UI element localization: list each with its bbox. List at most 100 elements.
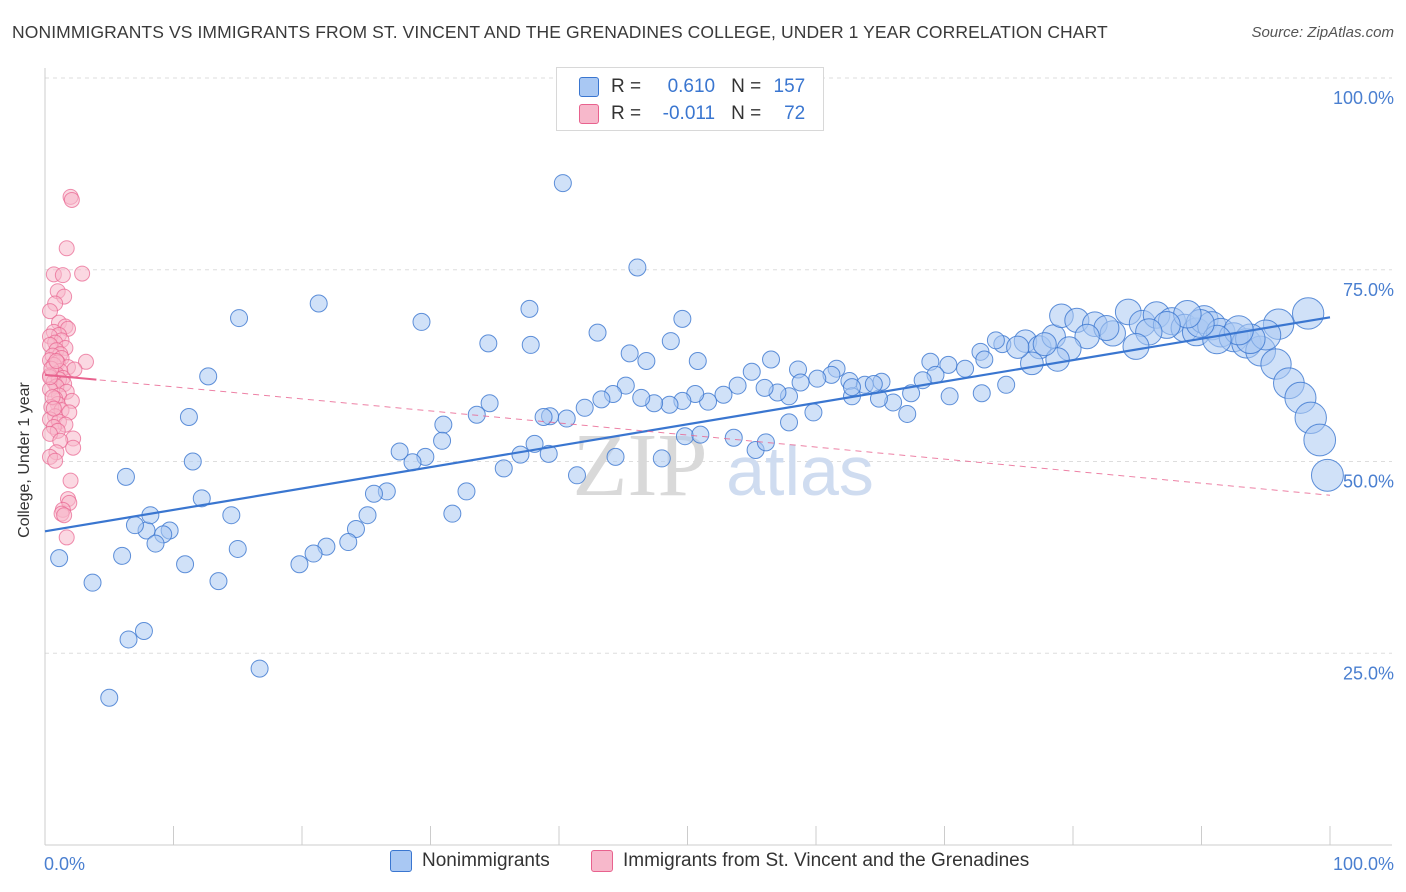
nonimmigrant-point xyxy=(434,415,453,434)
legend-swatch-pink xyxy=(579,104,599,124)
nonimmigrant-point xyxy=(724,428,743,447)
nonimmigrant-point xyxy=(1074,323,1100,350)
immigrant-point xyxy=(77,353,94,370)
source-label: Source: ZipAtlas.com xyxy=(1251,24,1394,41)
y-tick-label: 50.0% xyxy=(1343,472,1394,492)
nonimmigrant-point xyxy=(199,367,218,386)
nonimmigrant-point xyxy=(628,258,647,277)
immigrant-points xyxy=(42,188,94,546)
nonimmigrant-point xyxy=(1032,332,1057,357)
nonimmigrant-point xyxy=(1291,297,1325,330)
immigrant-point xyxy=(42,303,58,320)
nonimmigrant-point xyxy=(228,539,247,558)
nonimmigrant-point xyxy=(780,413,799,432)
immigrant-point xyxy=(45,400,62,417)
nonimmigrant-point xyxy=(83,573,102,592)
nonimmigrant-point xyxy=(972,384,991,403)
nonimmigrant-point xyxy=(588,323,607,342)
x-tick-label: 100.0% xyxy=(1333,854,1394,874)
legend-n-value: 157 xyxy=(773,76,806,97)
nonimmigrant-point xyxy=(290,555,309,574)
nonimmigrant-point xyxy=(539,444,558,463)
legend-n-label: N = xyxy=(731,76,762,97)
nonimmigrant-point xyxy=(637,352,656,371)
bottom-legend-label: Nonimmigrants xyxy=(422,850,550,871)
stats-legend: R = 0.610 N = 157 R = -0.011 N = 72 xyxy=(556,67,824,131)
immigrant-point xyxy=(54,267,71,284)
nonimmigrant-point xyxy=(113,546,132,565)
immigrant-point xyxy=(58,240,75,257)
tick-labels: 25.0% 50.0% 75.0% 100.0% 0.0% 100.0% xyxy=(44,88,1394,874)
nonimmigrant-point xyxy=(661,332,680,351)
nonimmigrant-point xyxy=(553,174,572,193)
nonimmigrant-point xyxy=(842,378,861,397)
nonimmigrant-trend-line xyxy=(44,316,1331,533)
nonimmigrant-point xyxy=(939,355,958,374)
nonimmigrant-point xyxy=(714,385,733,404)
nonimmigrant-point xyxy=(660,395,679,414)
immigrant-trend-solid xyxy=(44,373,97,381)
nonimmigrant-point xyxy=(791,373,810,392)
y-tick-label: 75.0% xyxy=(1343,280,1394,300)
nonimmigrant-point xyxy=(433,431,452,450)
immigrant-point xyxy=(56,507,73,524)
nonimmigrant-point xyxy=(146,534,165,553)
nonimmigrant-point xyxy=(691,425,710,444)
grid-lines xyxy=(45,77,1392,654)
y-tick-label: 100.0% xyxy=(1333,88,1394,108)
immigrant-point xyxy=(48,353,65,370)
nonimmigrant-point xyxy=(192,489,211,508)
nonimmigrant-point xyxy=(762,350,781,369)
legend-r-value: 0.610 xyxy=(667,76,716,97)
bottom-legend-label: Immigrants from St. Vincent and the Gren… xyxy=(623,850,1030,871)
bottom-legend-nonimmigrants: Nonimmigrants xyxy=(390,850,550,872)
nonimmigrant-point xyxy=(179,408,198,427)
nonimmigrant-point xyxy=(119,630,138,649)
nonimmigrant-point xyxy=(457,482,476,501)
nonimmigrant-point xyxy=(364,484,383,503)
nonimmigrant-point xyxy=(575,398,594,417)
nonimmigrant-point xyxy=(521,335,540,354)
nonimmigrant-point xyxy=(100,688,119,707)
immigrant-point xyxy=(74,265,91,282)
nonimmigrant-point xyxy=(480,394,499,413)
nonimmigrant-point xyxy=(443,504,462,523)
immigrant-point xyxy=(58,529,75,546)
nonimmigrant-point xyxy=(304,544,323,563)
nonimmigrant-point xyxy=(673,309,692,328)
nonimmigrant-point xyxy=(606,447,625,466)
immigrant-point xyxy=(47,452,64,469)
nonimmigrant-point xyxy=(632,388,651,407)
nonimmigrant-point xyxy=(616,376,635,395)
nonimmigrant-point xyxy=(728,376,747,395)
nonimmigrant-point xyxy=(467,405,486,424)
nonimmigrant-point xyxy=(534,408,553,427)
legend-n-value: 72 xyxy=(784,103,806,124)
nonimmigrant-point xyxy=(479,334,498,353)
nonimmigrant-point xyxy=(511,445,530,464)
nonimmigrant-point xyxy=(688,352,707,371)
immigrant-point xyxy=(62,472,79,489)
nonimmigrant-points xyxy=(50,174,1344,707)
nonimmigrant-point xyxy=(592,390,611,409)
legend-swatch-blue xyxy=(579,77,599,97)
legend-r-label: R = xyxy=(611,103,642,124)
legend-r-label: R = xyxy=(611,76,642,97)
immigrant-point xyxy=(65,439,82,456)
nonimmigrant-point xyxy=(520,299,539,318)
nonimmigrant-point xyxy=(940,387,959,406)
nonimmigrant-point xyxy=(183,452,202,471)
nonimmigrant-point xyxy=(412,312,431,331)
nonimmigrant-point xyxy=(898,404,917,423)
nonimmigrant-point xyxy=(808,369,827,388)
legend-row-immigrants: R = -0.011 N = 72 xyxy=(579,101,805,127)
nonimmigrant-point xyxy=(997,375,1016,394)
nonimmigrant-point xyxy=(804,403,823,422)
chart-title: NONIMMIGRANTS VS IMMIGRANTS FROM ST. VIN… xyxy=(12,22,1108,42)
nonimmigrant-point xyxy=(176,555,195,574)
nonimmigrant-point xyxy=(567,466,586,485)
legend-r-value: -0.011 xyxy=(662,103,716,124)
nonimmigrant-point xyxy=(652,449,671,468)
nonimmigrant-point xyxy=(1122,332,1150,360)
